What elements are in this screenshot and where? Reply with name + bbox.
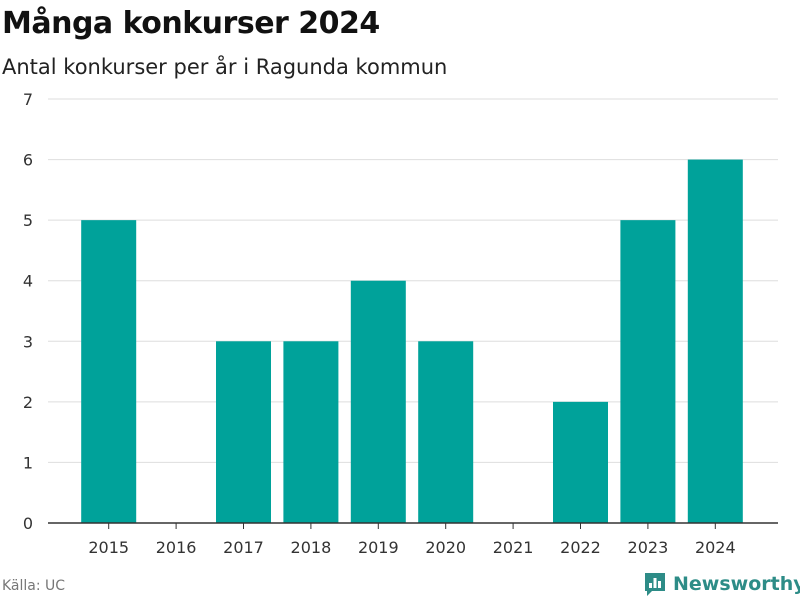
bar [283,341,339,523]
y-tick-label: 4 [23,272,33,291]
x-tick-label: 2023 [628,538,669,557]
x-tick-label: 2017 [223,538,264,557]
x-tick-label: 2015 [88,538,129,557]
y-tick-label: 6 [23,151,33,170]
x-tick-label: 2020 [425,538,466,557]
bar [216,341,271,523]
y-tick-label: 0 [23,514,33,533]
bar [553,401,608,523]
y-tick-label: 5 [23,211,33,230]
x-tick-label: 2021 [493,538,534,557]
y-tick-label: 2 [23,393,33,412]
source-note: Källa: UC [2,578,66,594]
bar [687,159,743,524]
bar-chart-logo-icon [645,573,665,596]
chart-subtitle: Antal konkurser per år i Ragunda kommun [2,55,448,79]
brand-name: Newsworthy [673,573,800,595]
bar [620,220,676,523]
bar [350,280,406,523]
x-tick-label: 2018 [291,538,332,557]
bar [418,341,474,523]
x-tick-label: 2022 [560,538,601,557]
x-tick-label: 2024 [695,538,736,557]
x-tick-label: 2019 [358,538,399,557]
y-tick-label: 7 [23,90,33,109]
y-tick-label: 1 [23,453,33,472]
y-tick-label: 3 [23,332,33,351]
brand-logo: Newsworthy [643,569,800,599]
x-tick-label: 2016 [156,538,197,557]
chart-title: Många konkurser 2024 [2,6,380,41]
bar [81,220,137,523]
